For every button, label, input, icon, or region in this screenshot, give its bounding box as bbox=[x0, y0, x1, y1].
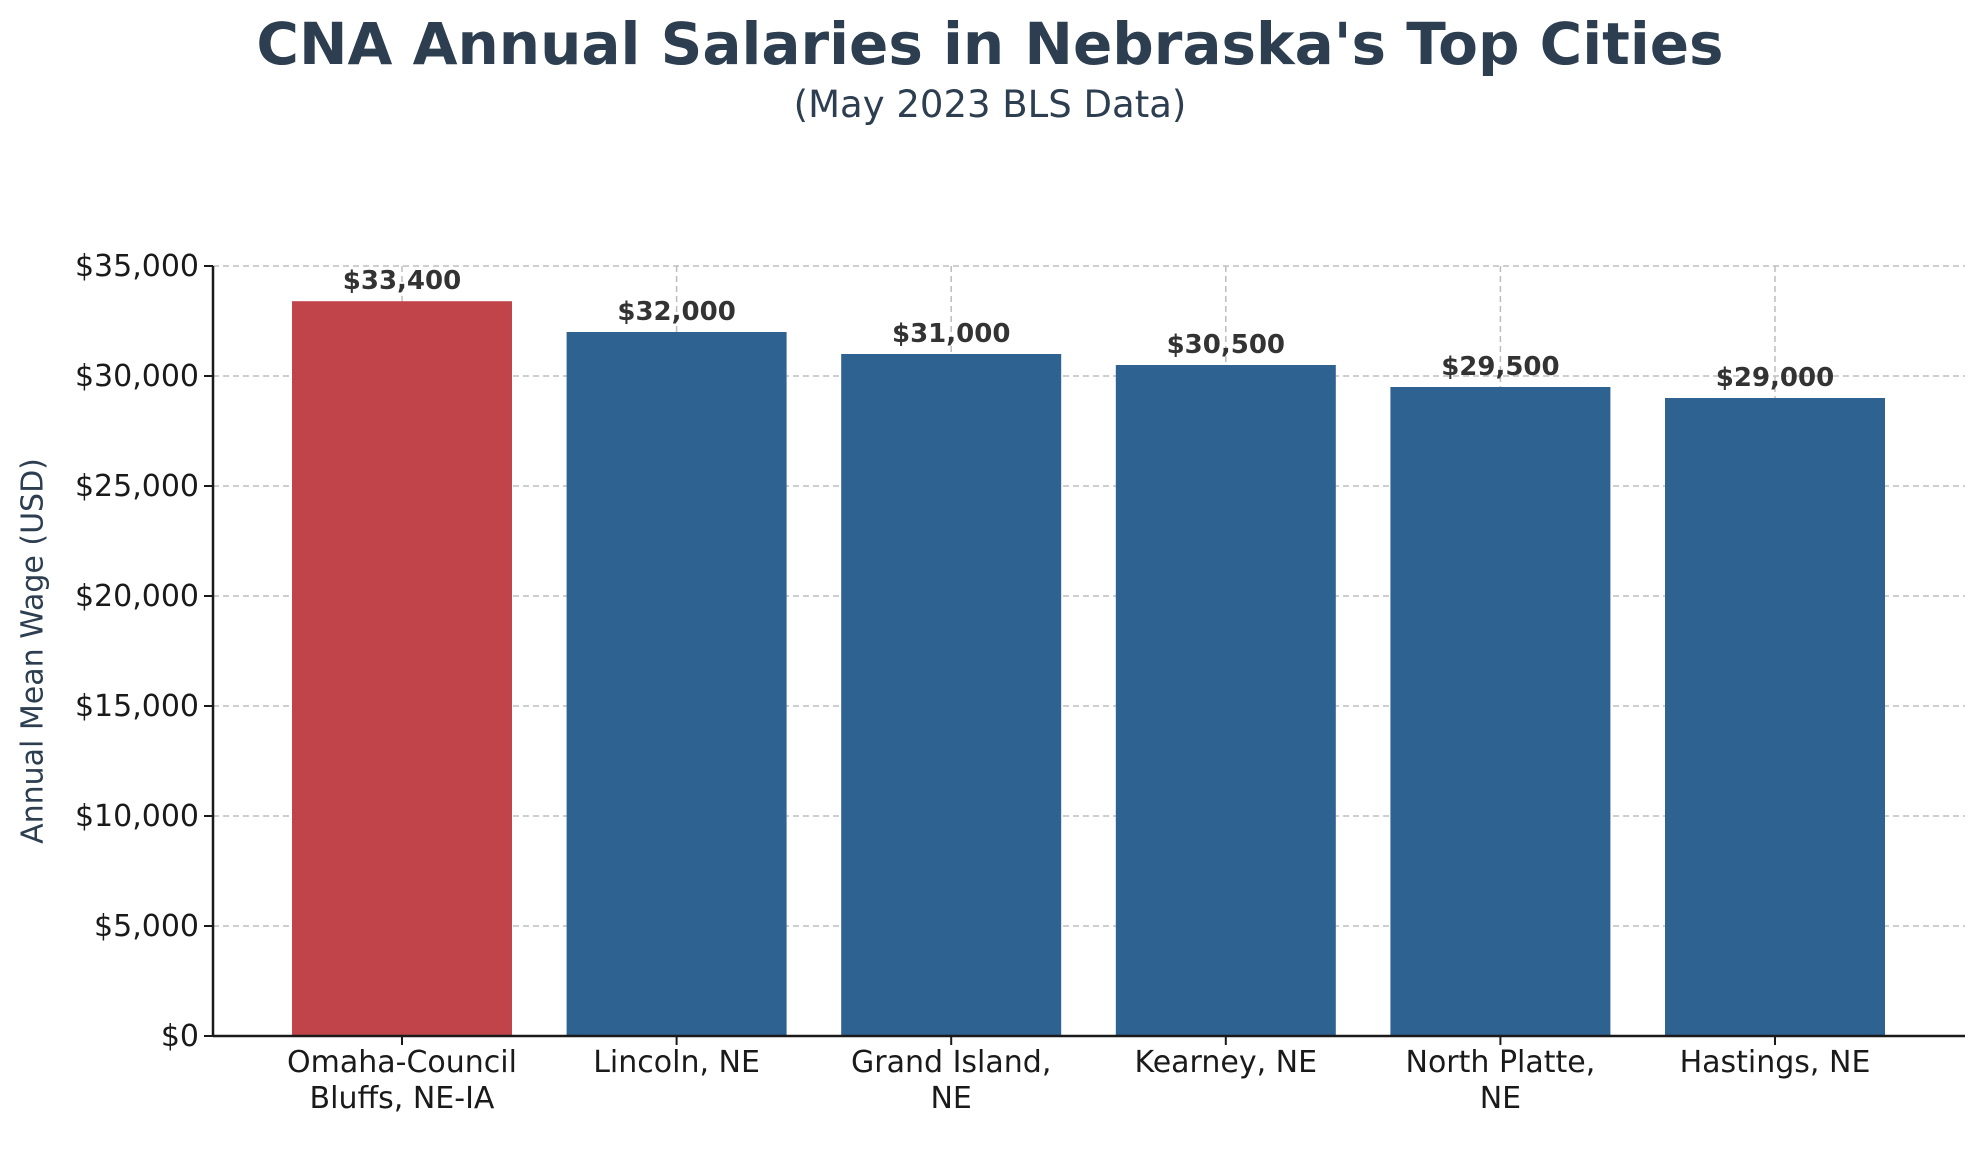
x-tick-label-line: Lincoln, NE bbox=[593, 1045, 760, 1080]
data-label: $29,000 bbox=[1716, 363, 1834, 393]
y-tick-label: $10,000 bbox=[75, 799, 199, 834]
x-tick-label: North Platte, NE bbox=[1406, 1045, 1596, 1116]
axes bbox=[204, 265, 1965, 1045]
bar bbox=[1390, 387, 1611, 1036]
data-label: $29,500 bbox=[1441, 352, 1559, 382]
bar bbox=[292, 301, 512, 1036]
x-tick-label-line: NE bbox=[930, 1081, 971, 1116]
labels: $0 $5,000 $10,000 $15,000 $20,000 $25,000 $30,… bbox=[75, 249, 1870, 1116]
x-tick-label: Omaha-Council Bluffs, NE-IA bbox=[287, 1045, 517, 1116]
x-tick-label: Grand Island, NE bbox=[851, 1045, 1051, 1116]
x-tick-label: Hastings, NE bbox=[1680, 1045, 1871, 1080]
x-tick-label-line: Hastings, NE bbox=[1680, 1045, 1871, 1080]
y-tick-label: $30,000 bbox=[75, 359, 199, 394]
x-tick-label-line: NE bbox=[1480, 1081, 1521, 1116]
y-axis-title: Annual Mean Wage (USD) bbox=[16, 458, 51, 844]
data-label: $30,500 bbox=[1167, 330, 1285, 360]
y-tick-label: $5,000 bbox=[94, 909, 199, 944]
bars bbox=[292, 301, 1885, 1036]
bar bbox=[841, 354, 1062, 1036]
y-tick-label: $35,000 bbox=[75, 249, 199, 284]
x-tick-label-line: Bluffs, NE-IA bbox=[310, 1081, 495, 1116]
data-label: $33,400 bbox=[343, 266, 461, 296]
chart-subtitle: (May 2023 BLS Data) bbox=[794, 83, 1187, 126]
x-tick-label: Lincoln, NE bbox=[593, 1045, 760, 1080]
x-tick-label: Kearney, NE bbox=[1135, 1045, 1318, 1080]
x-tick-label-line: North Platte, bbox=[1406, 1045, 1596, 1080]
x-tick-label-line: Grand Island, bbox=[851, 1045, 1051, 1080]
bar bbox=[1115, 365, 1336, 1036]
data-label: $31,000 bbox=[892, 319, 1010, 349]
y-tick-label: $0 bbox=[161, 1019, 199, 1054]
bar bbox=[566, 332, 787, 1036]
bar bbox=[1665, 398, 1885, 1036]
x-tick-label-line: Kearney, NE bbox=[1135, 1045, 1318, 1080]
y-tick-label: $20,000 bbox=[75, 579, 199, 614]
y-tick-label: $25,000 bbox=[75, 469, 199, 504]
y-tick-label: $15,000 bbox=[75, 689, 199, 724]
x-tick-label-line: Omaha-Council bbox=[287, 1045, 517, 1080]
data-label: $32,000 bbox=[617, 297, 735, 327]
chart-title: CNA Annual Salaries in Nebraska's Top Ci… bbox=[256, 10, 1723, 78]
